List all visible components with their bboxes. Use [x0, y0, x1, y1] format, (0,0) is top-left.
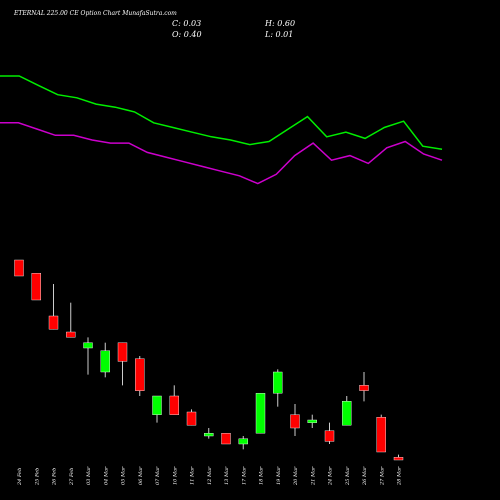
- candle-body-down: [359, 385, 369, 391]
- candle-body-down: [169, 395, 180, 415]
- x-axis-tick-labels: 24 Feb 25 Feb 26 Feb 27 Feb 03 Mar 04 Mar 05 M…: [17, 466, 403, 486]
- candle: [221, 433, 231, 445]
- candle: [307, 414, 317, 428]
- x-tick-label: 10 Mar: [172, 466, 178, 485]
- candle: [169, 385, 180, 415]
- candle-body-up: [273, 371, 283, 394]
- candle: [100, 342, 111, 378]
- candle-body-down: [48, 315, 59, 330]
- x-tick-label: 21 Mar: [310, 466, 316, 486]
- x-tick-label: 24 Mar: [328, 466, 334, 486]
- candlesticks: [14, 259, 404, 461]
- x-tick-label: 05 Mar: [121, 466, 127, 485]
- high-value: H: 0.60: [264, 19, 295, 28]
- x-tick-label: 26 Feb: [52, 468, 58, 486]
- candle-body-up: [307, 419, 317, 423]
- chart-title: ETERNAL 225.00 CE Option Chart MunafaSut…: [13, 10, 177, 17]
- candle-body-up: [152, 395, 162, 415]
- candle: [393, 454, 404, 461]
- candle: [31, 273, 41, 301]
- candle: [273, 369, 283, 407]
- x-tick-label: 04 Mar: [103, 466, 109, 485]
- candle: [117, 342, 128, 386]
- candle: [83, 337, 93, 375]
- x-tick-label: 27 Feb: [69, 468, 75, 486]
- x-tick-label: 07 Mar: [155, 466, 161, 485]
- candle: [186, 409, 197, 426]
- x-tick-label: 11 Mar: [190, 466, 196, 485]
- x-tick-label: 18 Mar: [259, 466, 265, 485]
- candle: [204, 428, 214, 439]
- candle-body-down: [135, 358, 145, 391]
- ma-line-1: [0, 75, 443, 151]
- x-tick-label: 28 Mar: [397, 466, 403, 486]
- candle: [342, 396, 352, 426]
- candle: [376, 414, 386, 453]
- candle: [359, 372, 369, 402]
- candle: [152, 395, 162, 423]
- candle-body-down: [186, 411, 197, 426]
- x-tick-label: 19 Mar: [276, 466, 282, 485]
- x-tick-label: 25 Feb: [34, 468, 40, 486]
- x-tick-label: 12 Mar: [207, 466, 213, 485]
- candle-body-down: [393, 457, 404, 461]
- close-value: C: 0.03: [172, 19, 201, 28]
- x-tick-label: 20 Mar: [293, 466, 299, 486]
- candle: [135, 356, 145, 396]
- candle-body-down: [14, 259, 24, 277]
- candle-body-up: [255, 393, 266, 434]
- candle-body-up: [342, 401, 352, 426]
- candle: [48, 284, 59, 330]
- x-tick-label: 27 Mar: [379, 466, 385, 486]
- low-value: L: 0.01: [264, 30, 293, 39]
- candle: [66, 302, 76, 338]
- candle: [238, 436, 249, 450]
- candle-body-down: [221, 433, 231, 445]
- x-tick-label: 17 Mar: [241, 466, 247, 485]
- candle-body-up: [83, 342, 93, 349]
- ma-line-2: [0, 122, 443, 185]
- x-tick-label: 25 Mar: [345, 466, 351, 486]
- candle: [255, 393, 266, 434]
- candle-body-down: [31, 273, 41, 301]
- x-tick-label: 26 Mar: [362, 466, 368, 486]
- open-value: O: 0.40: [172, 30, 202, 39]
- candle-body-up: [204, 433, 214, 437]
- candle-body-down: [324, 430, 335, 442]
- candle-body-down: [117, 342, 128, 362]
- candle: [14, 259, 24, 277]
- candle-body-down: [290, 414, 300, 429]
- candle: [290, 404, 300, 436]
- x-tick-label: 24 Feb: [17, 468, 23, 486]
- candle-body-up: [238, 438, 249, 445]
- candle-body-up: [100, 350, 111, 373]
- x-tick-label: 03 Mar: [86, 466, 92, 485]
- moving-average-lines: [0, 75, 443, 185]
- candle: [324, 422, 335, 444]
- x-tick-label: 06 Mar: [138, 466, 144, 485]
- x-tick-label: 13 Mar: [224, 466, 230, 485]
- candle-body-down: [376, 417, 386, 453]
- candle-body-down: [66, 331, 76, 338]
